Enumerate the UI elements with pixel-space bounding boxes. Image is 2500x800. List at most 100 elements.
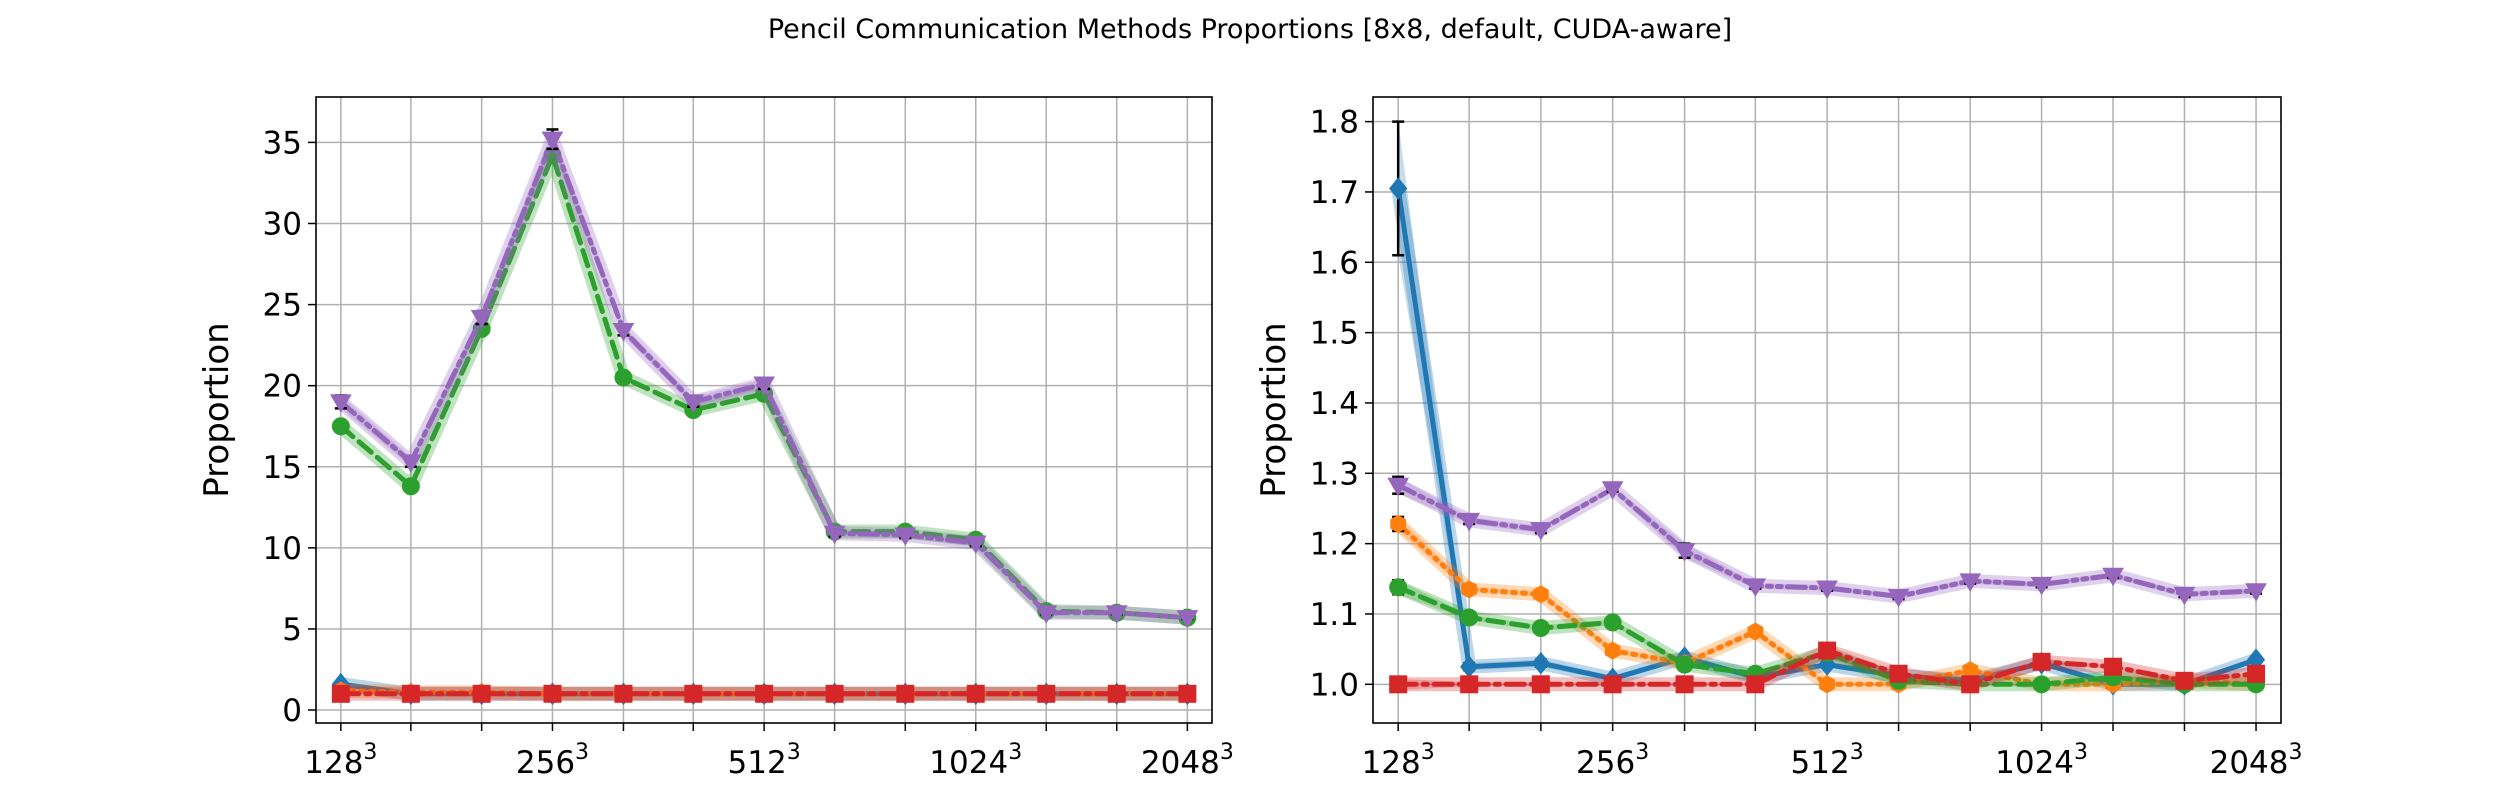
data-point-circle xyxy=(331,417,350,436)
y-tick-label: 1.0 xyxy=(1310,667,1359,703)
figure-title: Pencil Communication Methods Proportions… xyxy=(767,14,1733,45)
data-point-square xyxy=(614,684,633,703)
series-layer xyxy=(329,128,1199,706)
data-point-triangle-down xyxy=(1601,481,1624,500)
series-layer xyxy=(1387,120,2267,696)
y-axis-label: Proportion xyxy=(1254,322,1294,497)
data-point-square xyxy=(472,684,491,703)
data-point-triangle-down xyxy=(329,394,352,413)
data-point-square xyxy=(825,684,844,703)
data-point-circle xyxy=(1460,608,1479,627)
data-point-diamond xyxy=(1531,651,1550,675)
data-point-triangle-down xyxy=(470,310,493,329)
y-tick-label: 1.8 xyxy=(1310,105,1359,141)
data-point-triangle-down xyxy=(1816,580,1838,599)
series-purple xyxy=(1387,475,2267,608)
data-point-triangle-down xyxy=(964,535,987,554)
y-tick-label: 0 xyxy=(282,693,302,729)
y-tick-label: 1.3 xyxy=(1310,456,1359,492)
data-point-triangle-down xyxy=(1035,605,1058,624)
x-tick-label: 20483 xyxy=(1141,740,1234,781)
series-red xyxy=(331,684,1197,703)
series-purple xyxy=(329,128,1199,629)
data-point-square xyxy=(1389,675,1408,694)
y-tick-label: 5 xyxy=(282,612,302,648)
data-point-square xyxy=(401,684,420,703)
y-tick-label: 1.7 xyxy=(1310,175,1359,211)
data-point-hexagon xyxy=(1604,641,1621,660)
data-point-circle xyxy=(1603,613,1622,632)
data-point-hexagon xyxy=(1461,580,1477,599)
data-point-triangle-down xyxy=(1673,543,1696,562)
data-point-circle xyxy=(1389,578,1408,597)
data-point-triangle-down xyxy=(2245,583,2267,602)
data-point-square xyxy=(331,684,350,703)
data-point-circle xyxy=(1675,655,1694,674)
y-tick-label: 1.1 xyxy=(1310,597,1359,633)
data-point-square xyxy=(1889,664,1908,683)
data-point-square xyxy=(1531,675,1550,694)
right-chart-panel: 1.0 1.1 1.2 1.3 1.4 1.5 1.6 1.7 1.8 1283 2563 5123 1… xyxy=(1254,96,2303,781)
data-point-square xyxy=(2175,671,2194,690)
series-red xyxy=(1389,641,2266,694)
y-tick-label: 1.5 xyxy=(1310,316,1359,352)
data-point-square xyxy=(543,684,562,703)
data-point-square xyxy=(2032,652,2051,671)
data-point-square xyxy=(1961,675,1980,694)
data-point-triangle-down xyxy=(2173,586,2196,606)
data-point-square xyxy=(966,684,985,703)
data-point-triangle-down xyxy=(1529,522,1552,541)
data-point-square xyxy=(1746,675,1765,694)
data-point-triangle-down xyxy=(1458,512,1481,532)
y-tick-label: 30 xyxy=(263,206,302,242)
data-point-triangle-down xyxy=(1959,573,1982,592)
data-point-square xyxy=(1037,684,1056,703)
data-point-square xyxy=(1460,675,1479,694)
data-point-triangle-down xyxy=(1387,477,1410,497)
data-point-circle xyxy=(614,368,633,387)
y-tick-label: 35 xyxy=(263,125,302,161)
x-tick-label: 5123 xyxy=(1791,740,1864,781)
data-point-square xyxy=(2104,657,2123,676)
plot-frame xyxy=(1372,96,2282,724)
x-tick-label: 5123 xyxy=(728,740,801,781)
x-tick-label: 1283 xyxy=(304,740,377,781)
x-tick-label: 10243 xyxy=(1995,740,2088,781)
data-point-square xyxy=(896,684,915,703)
data-point-square xyxy=(1675,675,1694,694)
data-point-square xyxy=(684,684,703,703)
x-tick-label: 1283 xyxy=(1362,740,1435,781)
data-point-circle xyxy=(2032,675,2051,694)
y-tick-label: 25 xyxy=(263,288,302,324)
data-point-triangle-down xyxy=(1176,610,1199,629)
x-tick-label: 20483 xyxy=(2210,740,2303,781)
left-chart-panel: 0 5 10 15 20 25 30 35 1283 2563 5123 10243 20483 Prop… xyxy=(197,96,1234,781)
data-point-triangle-down xyxy=(1744,578,1767,597)
data-point-triangle-down xyxy=(612,323,635,342)
data-point-triangle-down xyxy=(894,527,917,546)
data-point-diamond xyxy=(1389,177,1408,200)
y-tick-label: 10 xyxy=(263,531,302,567)
plot-frame xyxy=(315,96,1213,724)
data-point-hexagon xyxy=(1390,514,1406,533)
x-tick-label: 2563 xyxy=(1576,740,1649,781)
data-point-triangle-down xyxy=(753,376,775,396)
data-point-square xyxy=(1603,675,1622,694)
data-point-hexagon xyxy=(1747,622,1764,641)
data-point-triangle-down xyxy=(823,525,846,545)
data-point-hexagon xyxy=(1819,675,1835,694)
data-point-square xyxy=(1178,684,1197,703)
data-point-circle xyxy=(1531,619,1550,638)
data-point-square xyxy=(2247,664,2266,683)
x-tick-label: 2563 xyxy=(516,740,589,781)
y-tick-label: 1.4 xyxy=(1310,386,1359,422)
data-point-triangle-down xyxy=(2030,576,2053,596)
data-point-triangle-down xyxy=(1105,605,1128,624)
data-point-hexagon xyxy=(1533,585,1549,604)
y-tick-label: 20 xyxy=(263,369,302,405)
data-point-square xyxy=(755,684,774,703)
data-point-circle xyxy=(401,477,420,496)
data-point-triangle-down xyxy=(1887,588,1910,608)
y-tick-label: 1.6 xyxy=(1310,245,1359,281)
